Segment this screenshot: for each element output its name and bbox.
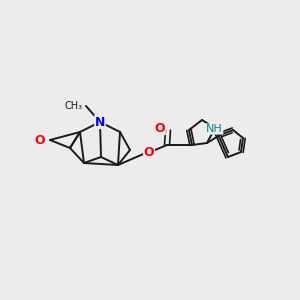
Text: NH: NH (206, 124, 223, 134)
Text: N: N (95, 116, 105, 128)
Text: CH₃: CH₃ (65, 101, 83, 111)
Text: O: O (155, 122, 165, 134)
Text: O: O (34, 134, 45, 146)
Text: O: O (144, 146, 154, 160)
